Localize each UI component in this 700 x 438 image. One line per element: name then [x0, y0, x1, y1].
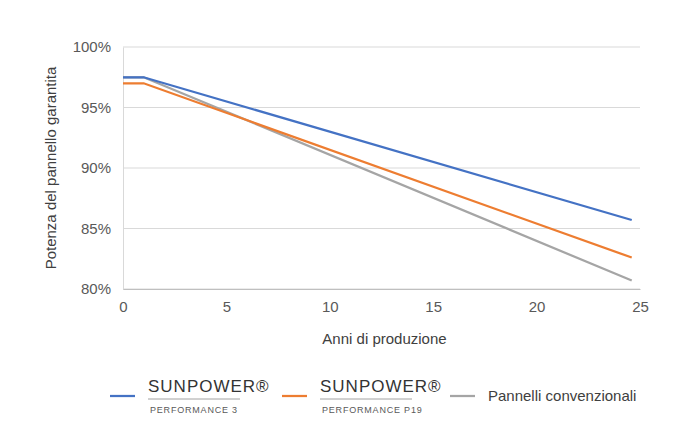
series-line: [123, 77, 632, 220]
y-tick-label: 100%: [73, 38, 111, 55]
legend-swatch: [110, 395, 135, 397]
plot: 80% 85% 90% 95% 100% 0 5 10 15 20 25: [73, 38, 649, 314]
y-axis: 80% 85% 90% 95% 100%: [73, 38, 124, 297]
x-tick-label: 15: [425, 298, 442, 315]
y-axis-title: Potenza del pannello garantita: [42, 66, 59, 269]
y-tick: 90%: [81, 159, 123, 176]
y-tick: 95%: [81, 99, 123, 116]
legend-logo-rule: [148, 399, 240, 400]
grid-line: [123, 228, 640, 229]
series-line: [123, 83, 632, 257]
grid: [123, 47, 640, 289]
grid-line: [123, 47, 640, 48]
x-axis-line: [124, 289, 641, 290]
x-tick: 15: [425, 289, 442, 315]
x-axis: 0 5 10 15 20 25: [119, 289, 649, 315]
y-tick-label: 90%: [81, 159, 111, 176]
y-tick-label: 95%: [81, 99, 111, 116]
legend-label: SUNPOWER®PERFORMANCE 3: [148, 377, 270, 415]
y-tick: 80%: [81, 280, 123, 297]
series-line: [123, 77, 632, 280]
x-tick-label: 5: [223, 298, 231, 315]
x-tick: 10: [322, 289, 339, 315]
lines: [123, 77, 632, 280]
grid-line: [123, 289, 640, 290]
y-tick-label: 85%: [81, 220, 111, 237]
y-tick-label: 80%: [81, 280, 111, 297]
legend-label: SUNPOWER®PERFORMANCE P19: [320, 377, 442, 415]
x-tick: 20: [529, 289, 546, 315]
x-tick: 0: [119, 289, 127, 315]
chart: 80% 85% 90% 95% 100% 0 5 10 15 20 25 Anni di produz…: [0, 0, 700, 438]
x-tick-label: 25: [632, 298, 649, 315]
x-tick: 5: [223, 289, 231, 315]
y-tick: 100%: [73, 38, 123, 55]
y-tick: 85%: [81, 220, 123, 237]
x-tick: 25: [632, 289, 649, 315]
grid-line: [123, 107, 640, 108]
legend-label: Pannelli convenzionali: [488, 387, 636, 404]
legend-swatch: [282, 395, 307, 397]
x-tick-label: 20: [529, 298, 546, 315]
legend: SUNPOWER®PERFORMANCE 3 SUNPOWER®PERFORMAN…: [110, 377, 636, 415]
legend-swatch: [450, 395, 475, 397]
legend-logo-rule: [320, 399, 412, 400]
x-tick-label: 10: [322, 298, 339, 315]
x-axis-title: Anni di produzione: [322, 330, 446, 347]
x-tick-label: 0: [119, 298, 127, 315]
